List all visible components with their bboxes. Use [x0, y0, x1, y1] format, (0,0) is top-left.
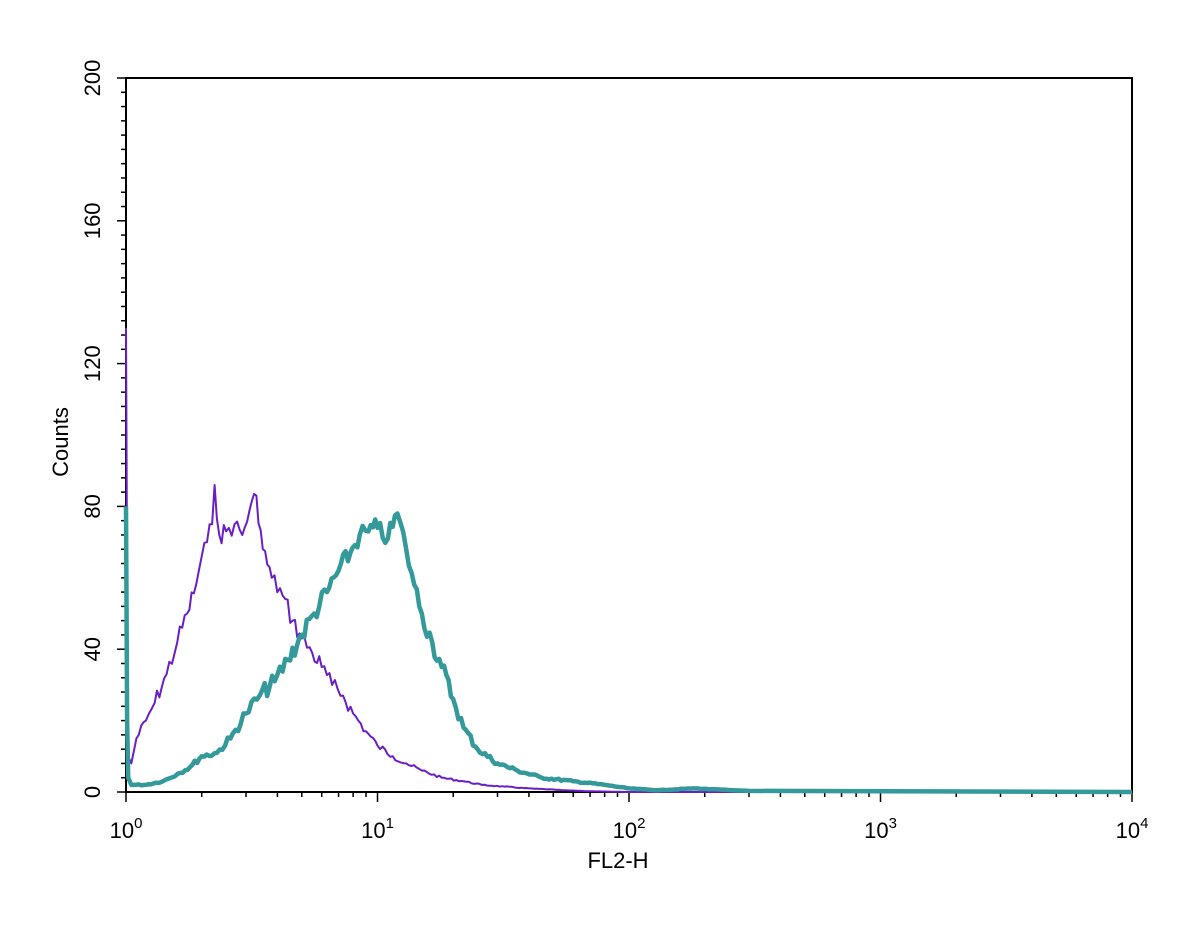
- x-tick-base: 10: [361, 818, 385, 843]
- y-tick-label: 160: [80, 202, 105, 239]
- x-tick-exponent: 2: [637, 815, 645, 832]
- x-tick-exponent: 1: [386, 815, 394, 832]
- series-line-1: [125, 327, 1132, 793]
- x-tick-label: 100: [110, 815, 143, 843]
- plot-frame: [125, 77, 1133, 793]
- x-tick-exponent: 4: [1140, 815, 1148, 832]
- x-tick-label: 102: [613, 815, 646, 843]
- y-tick-label: 200: [80, 60, 105, 97]
- series-layer: [123, 327, 1133, 795]
- y-tick-label: 40: [80, 637, 105, 661]
- y-tick-label: 0: [80, 786, 105, 798]
- x-tick-base: 10: [864, 818, 888, 843]
- x-tick-base: 10: [1116, 818, 1140, 843]
- x-tick-label: 101: [361, 815, 394, 843]
- x-tick-base: 10: [613, 818, 637, 843]
- x-tick-base: 10: [110, 818, 134, 843]
- x-axis: 100 101 102 103 104: [110, 792, 1149, 843]
- x-tick-exponent: 0: [134, 815, 142, 832]
- x-axis-title: FL2-H: [587, 848, 648, 873]
- y-tick-label: 80: [80, 494, 105, 518]
- y-axis-title: Counts: [48, 407, 73, 477]
- x-tick-label: 103: [864, 815, 897, 843]
- x-tick-exponent: 3: [889, 815, 897, 832]
- y-tick-label: 120: [80, 345, 105, 382]
- y-axis: 0 40 80 120 160 200: [80, 60, 126, 798]
- x-tick-label: 104: [1116, 815, 1149, 843]
- series-line-2: [123, 506, 1133, 795]
